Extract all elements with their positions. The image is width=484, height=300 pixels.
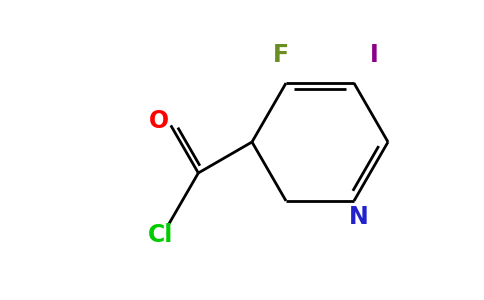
Text: Cl: Cl — [148, 223, 173, 247]
Text: F: F — [273, 43, 289, 67]
Text: O: O — [149, 110, 169, 134]
Text: N: N — [349, 205, 369, 229]
Text: I: I — [370, 43, 378, 67]
